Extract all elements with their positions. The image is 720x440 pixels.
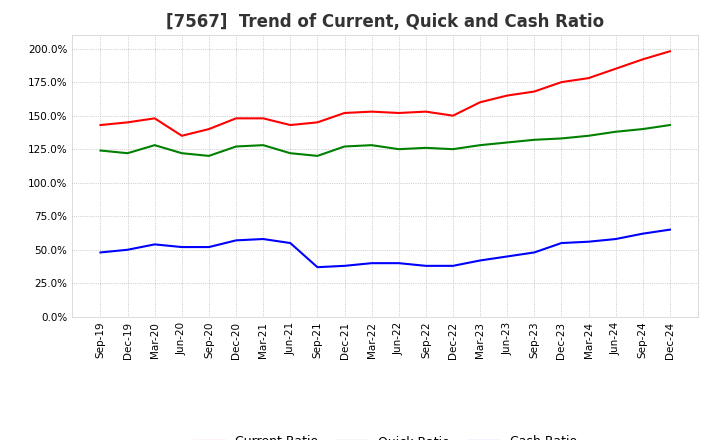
Cash Ratio: [204, 245, 213, 250]
Cash Ratio: [557, 240, 566, 246]
Quick Ratio: [286, 150, 294, 156]
Cash Ratio: [584, 239, 593, 244]
Current Ratio: [259, 116, 268, 121]
Quick Ratio: [232, 144, 240, 149]
Current Ratio: [123, 120, 132, 125]
Current Ratio: [204, 126, 213, 132]
Quick Ratio: [341, 144, 349, 149]
Cash Ratio: [313, 264, 322, 270]
Current Ratio: [557, 80, 566, 85]
Cash Ratio: [639, 231, 647, 236]
Current Ratio: [232, 116, 240, 121]
Cash Ratio: [367, 260, 376, 266]
Current Ratio: [421, 109, 430, 114]
Cash Ratio: [123, 247, 132, 253]
Line: Quick Ratio: Quick Ratio: [101, 125, 670, 156]
Current Ratio: [395, 110, 403, 116]
Quick Ratio: [503, 140, 511, 145]
Quick Ratio: [259, 143, 268, 148]
Quick Ratio: [421, 145, 430, 150]
Quick Ratio: [178, 150, 186, 156]
Quick Ratio: [557, 136, 566, 141]
Current Ratio: [476, 99, 485, 105]
Cash Ratio: [503, 254, 511, 259]
Quick Ratio: [395, 147, 403, 152]
Cash Ratio: [150, 242, 159, 247]
Current Ratio: [286, 122, 294, 128]
Quick Ratio: [123, 150, 132, 156]
Cash Ratio: [421, 263, 430, 268]
Quick Ratio: [530, 137, 539, 143]
Cash Ratio: [286, 240, 294, 246]
Quick Ratio: [584, 133, 593, 139]
Current Ratio: [178, 133, 186, 139]
Quick Ratio: [639, 126, 647, 132]
Current Ratio: [611, 66, 620, 71]
Cash Ratio: [96, 250, 105, 255]
Quick Ratio: [476, 143, 485, 148]
Quick Ratio: [367, 143, 376, 148]
Quick Ratio: [96, 148, 105, 153]
Line: Current Ratio: Current Ratio: [101, 51, 670, 136]
Quick Ratio: [204, 153, 213, 158]
Legend: Current Ratio, Quick Ratio, Cash Ratio: Current Ratio, Quick Ratio, Cash Ratio: [189, 430, 582, 440]
Title: [7567]  Trend of Current, Quick and Cash Ratio: [7567] Trend of Current, Quick and Cash …: [166, 13, 604, 31]
Current Ratio: [503, 93, 511, 98]
Cash Ratio: [259, 236, 268, 242]
Cash Ratio: [341, 263, 349, 268]
Current Ratio: [96, 122, 105, 128]
Current Ratio: [150, 116, 159, 121]
Cash Ratio: [178, 245, 186, 250]
Quick Ratio: [611, 129, 620, 134]
Quick Ratio: [150, 143, 159, 148]
Cash Ratio: [665, 227, 674, 232]
Quick Ratio: [665, 122, 674, 128]
Current Ratio: [639, 57, 647, 62]
Quick Ratio: [313, 153, 322, 158]
Cash Ratio: [476, 258, 485, 263]
Cash Ratio: [395, 260, 403, 266]
Cash Ratio: [232, 238, 240, 243]
Line: Cash Ratio: Cash Ratio: [101, 230, 670, 267]
Quick Ratio: [449, 147, 457, 152]
Current Ratio: [584, 76, 593, 81]
Current Ratio: [530, 89, 539, 94]
Current Ratio: [449, 113, 457, 118]
Current Ratio: [665, 49, 674, 54]
Cash Ratio: [530, 250, 539, 255]
Current Ratio: [313, 120, 322, 125]
Cash Ratio: [449, 263, 457, 268]
Cash Ratio: [611, 236, 620, 242]
Current Ratio: [367, 109, 376, 114]
Current Ratio: [341, 110, 349, 116]
